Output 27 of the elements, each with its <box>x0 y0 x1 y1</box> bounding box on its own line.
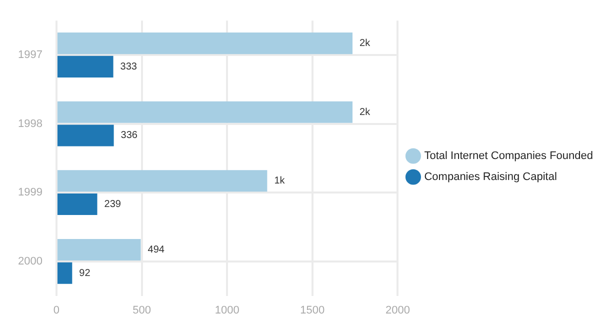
x-tick-label: 500 <box>132 304 151 316</box>
legend-label: Companies Raising Capital <box>424 171 557 184</box>
bar <box>57 262 72 284</box>
data-label: 1k <box>274 176 286 187</box>
y-tick-label: 1999 <box>18 186 42 199</box>
y-tick-label: 1997 <box>18 49 42 62</box>
data-label: 2k <box>360 38 372 50</box>
bar <box>57 32 353 54</box>
data-label: 333 <box>120 61 138 72</box>
data-label: 336 <box>120 130 138 142</box>
bar <box>57 194 98 216</box>
x-tick-label: 2000 <box>385 304 410 316</box>
data-label: 2k <box>360 106 372 118</box>
x-tick-label: 1000 <box>214 304 240 316</box>
bar <box>57 238 141 260</box>
data-label: 92 <box>79 268 91 279</box>
bar <box>57 101 353 123</box>
y-tick-label: 2000 <box>18 255 42 268</box>
bar <box>57 170 268 192</box>
legend-label: Total Internet Companies Founded <box>424 150 594 162</box>
x-tick-label: 1500 <box>300 304 325 316</box>
bar <box>57 124 114 146</box>
x-tick-label: 0 <box>53 304 60 316</box>
data-label: 494 <box>148 244 165 256</box>
bar <box>57 56 114 78</box>
data-label: 239 <box>104 199 122 210</box>
y-tick-label: 1998 <box>18 118 42 130</box>
